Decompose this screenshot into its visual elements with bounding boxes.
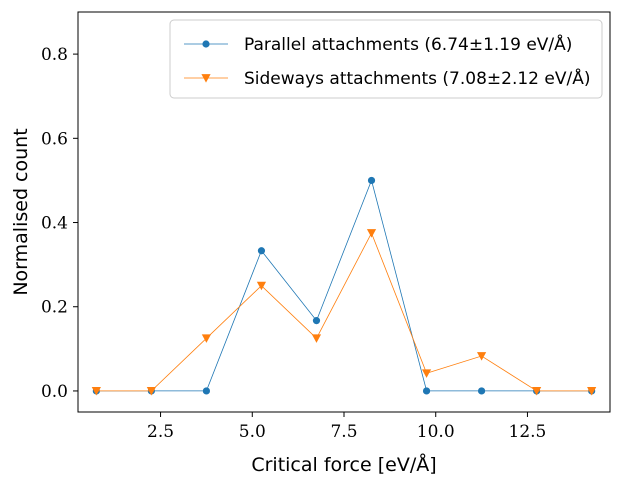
data-point bbox=[312, 317, 321, 325]
y-tick-label: 0.2 bbox=[41, 298, 68, 318]
x-tick-label: 7.5 bbox=[330, 422, 357, 442]
data-point bbox=[422, 387, 431, 395]
data-point bbox=[311, 334, 322, 343]
plot-frame bbox=[77, 11, 611, 413]
x-tick-label: 12.5 bbox=[509, 422, 547, 442]
plot-series bbox=[91, 176, 597, 396]
x-tick-label: 10.0 bbox=[417, 422, 455, 442]
data-point bbox=[201, 334, 212, 343]
y-tick-label: 0.4 bbox=[41, 214, 68, 234]
data-point bbox=[257, 247, 266, 255]
data-point bbox=[256, 281, 267, 291]
y-axis-label: Normalised count bbox=[10, 128, 32, 295]
y-tick-label: 0.6 bbox=[41, 129, 68, 149]
data-point bbox=[146, 387, 156, 396]
legend-marker bbox=[201, 74, 211, 83]
legend-label: Parallel attachments (6.74±1.19 eV/Å) bbox=[244, 33, 572, 55]
data-point bbox=[421, 369, 432, 378]
data-point bbox=[587, 387, 597, 396]
axis-ticks: 2.5 5.0 7.5 10.0 12.5 0.0 0.2 0.4 0.6 0.8 bbox=[41, 45, 546, 442]
series-2 bbox=[91, 229, 597, 396]
series-line bbox=[96, 179, 592, 392]
data-point bbox=[367, 176, 376, 185]
y-tick-label: 0.8 bbox=[41, 45, 68, 65]
legend-box bbox=[169, 19, 603, 99]
data-point bbox=[366, 229, 377, 238]
series-line bbox=[96, 232, 592, 392]
legend-label: Sideways attachments (7.08±2.12 eV/Å) bbox=[244, 67, 590, 89]
y-tick-label: 0.0 bbox=[41, 382, 68, 402]
x-tick-label: 5.0 bbox=[239, 422, 266, 442]
data-point bbox=[202, 387, 211, 395]
data-point bbox=[91, 387, 101, 396]
x-axis-label: Critical force [eV/Å] bbox=[251, 453, 436, 476]
data-point bbox=[476, 352, 487, 361]
x-tick-label: 2.5 bbox=[147, 422, 174, 442]
legend-marker bbox=[202, 40, 210, 48]
legend: Parallel attachments (6.74±1.19 eV/Å) Sid… bbox=[169, 19, 603, 99]
data-point bbox=[477, 387, 486, 395]
data-point bbox=[532, 387, 542, 396]
